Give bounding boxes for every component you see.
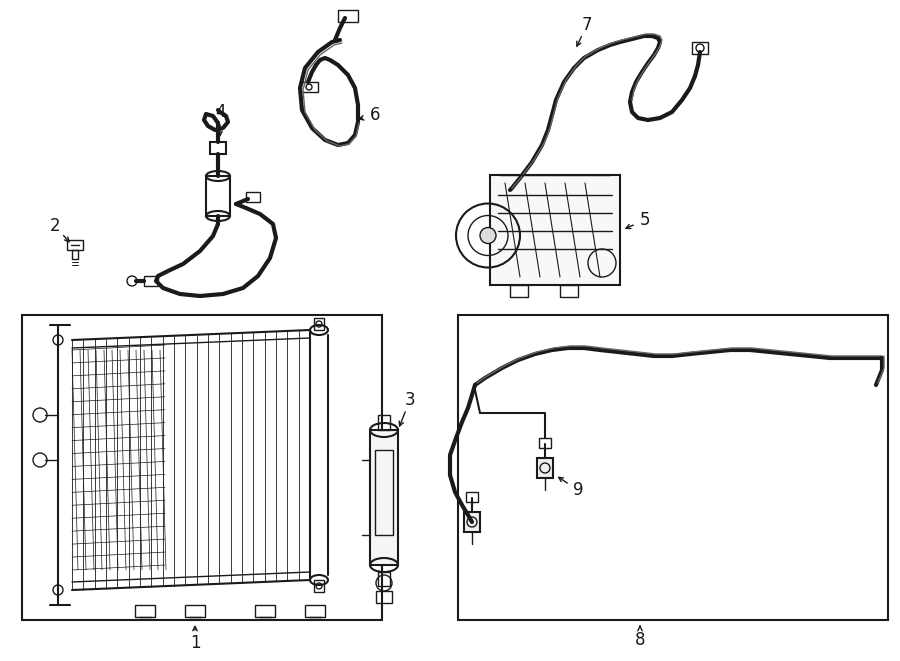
Text: 8: 8 — [634, 631, 645, 649]
Bar — [466, 492, 478, 502]
Bar — [458, 315, 888, 620]
Text: 7: 7 — [581, 16, 592, 34]
Bar — [502, 184, 518, 196]
Bar — [539, 438, 551, 448]
Text: 6: 6 — [370, 106, 380, 124]
Bar — [144, 276, 158, 286]
Bar — [314, 318, 324, 330]
Bar — [376, 591, 392, 603]
Bar — [490, 175, 620, 285]
Bar — [378, 572, 390, 586]
Bar — [305, 605, 325, 617]
Bar — [370, 430, 398, 565]
Bar — [255, 605, 275, 617]
Bar — [338, 10, 358, 22]
Bar — [314, 580, 324, 592]
Bar — [510, 285, 528, 297]
Bar — [537, 458, 553, 478]
Bar — [560, 285, 578, 297]
Bar — [464, 512, 480, 532]
Circle shape — [480, 227, 496, 243]
Text: 5: 5 — [640, 211, 650, 229]
Bar — [692, 42, 708, 54]
Bar — [22, 315, 382, 620]
Bar — [375, 450, 393, 535]
Bar — [67, 240, 83, 250]
Text: 2: 2 — [50, 217, 60, 235]
Text: 3: 3 — [405, 391, 415, 409]
Bar — [210, 142, 226, 154]
Text: 4: 4 — [215, 103, 225, 121]
Bar — [135, 605, 155, 617]
Bar — [185, 605, 205, 617]
Text: 1: 1 — [190, 634, 201, 652]
Bar — [300, 82, 318, 92]
Bar — [246, 192, 260, 202]
Bar — [206, 176, 230, 216]
Bar — [378, 415, 390, 430]
Text: 9: 9 — [572, 481, 583, 499]
